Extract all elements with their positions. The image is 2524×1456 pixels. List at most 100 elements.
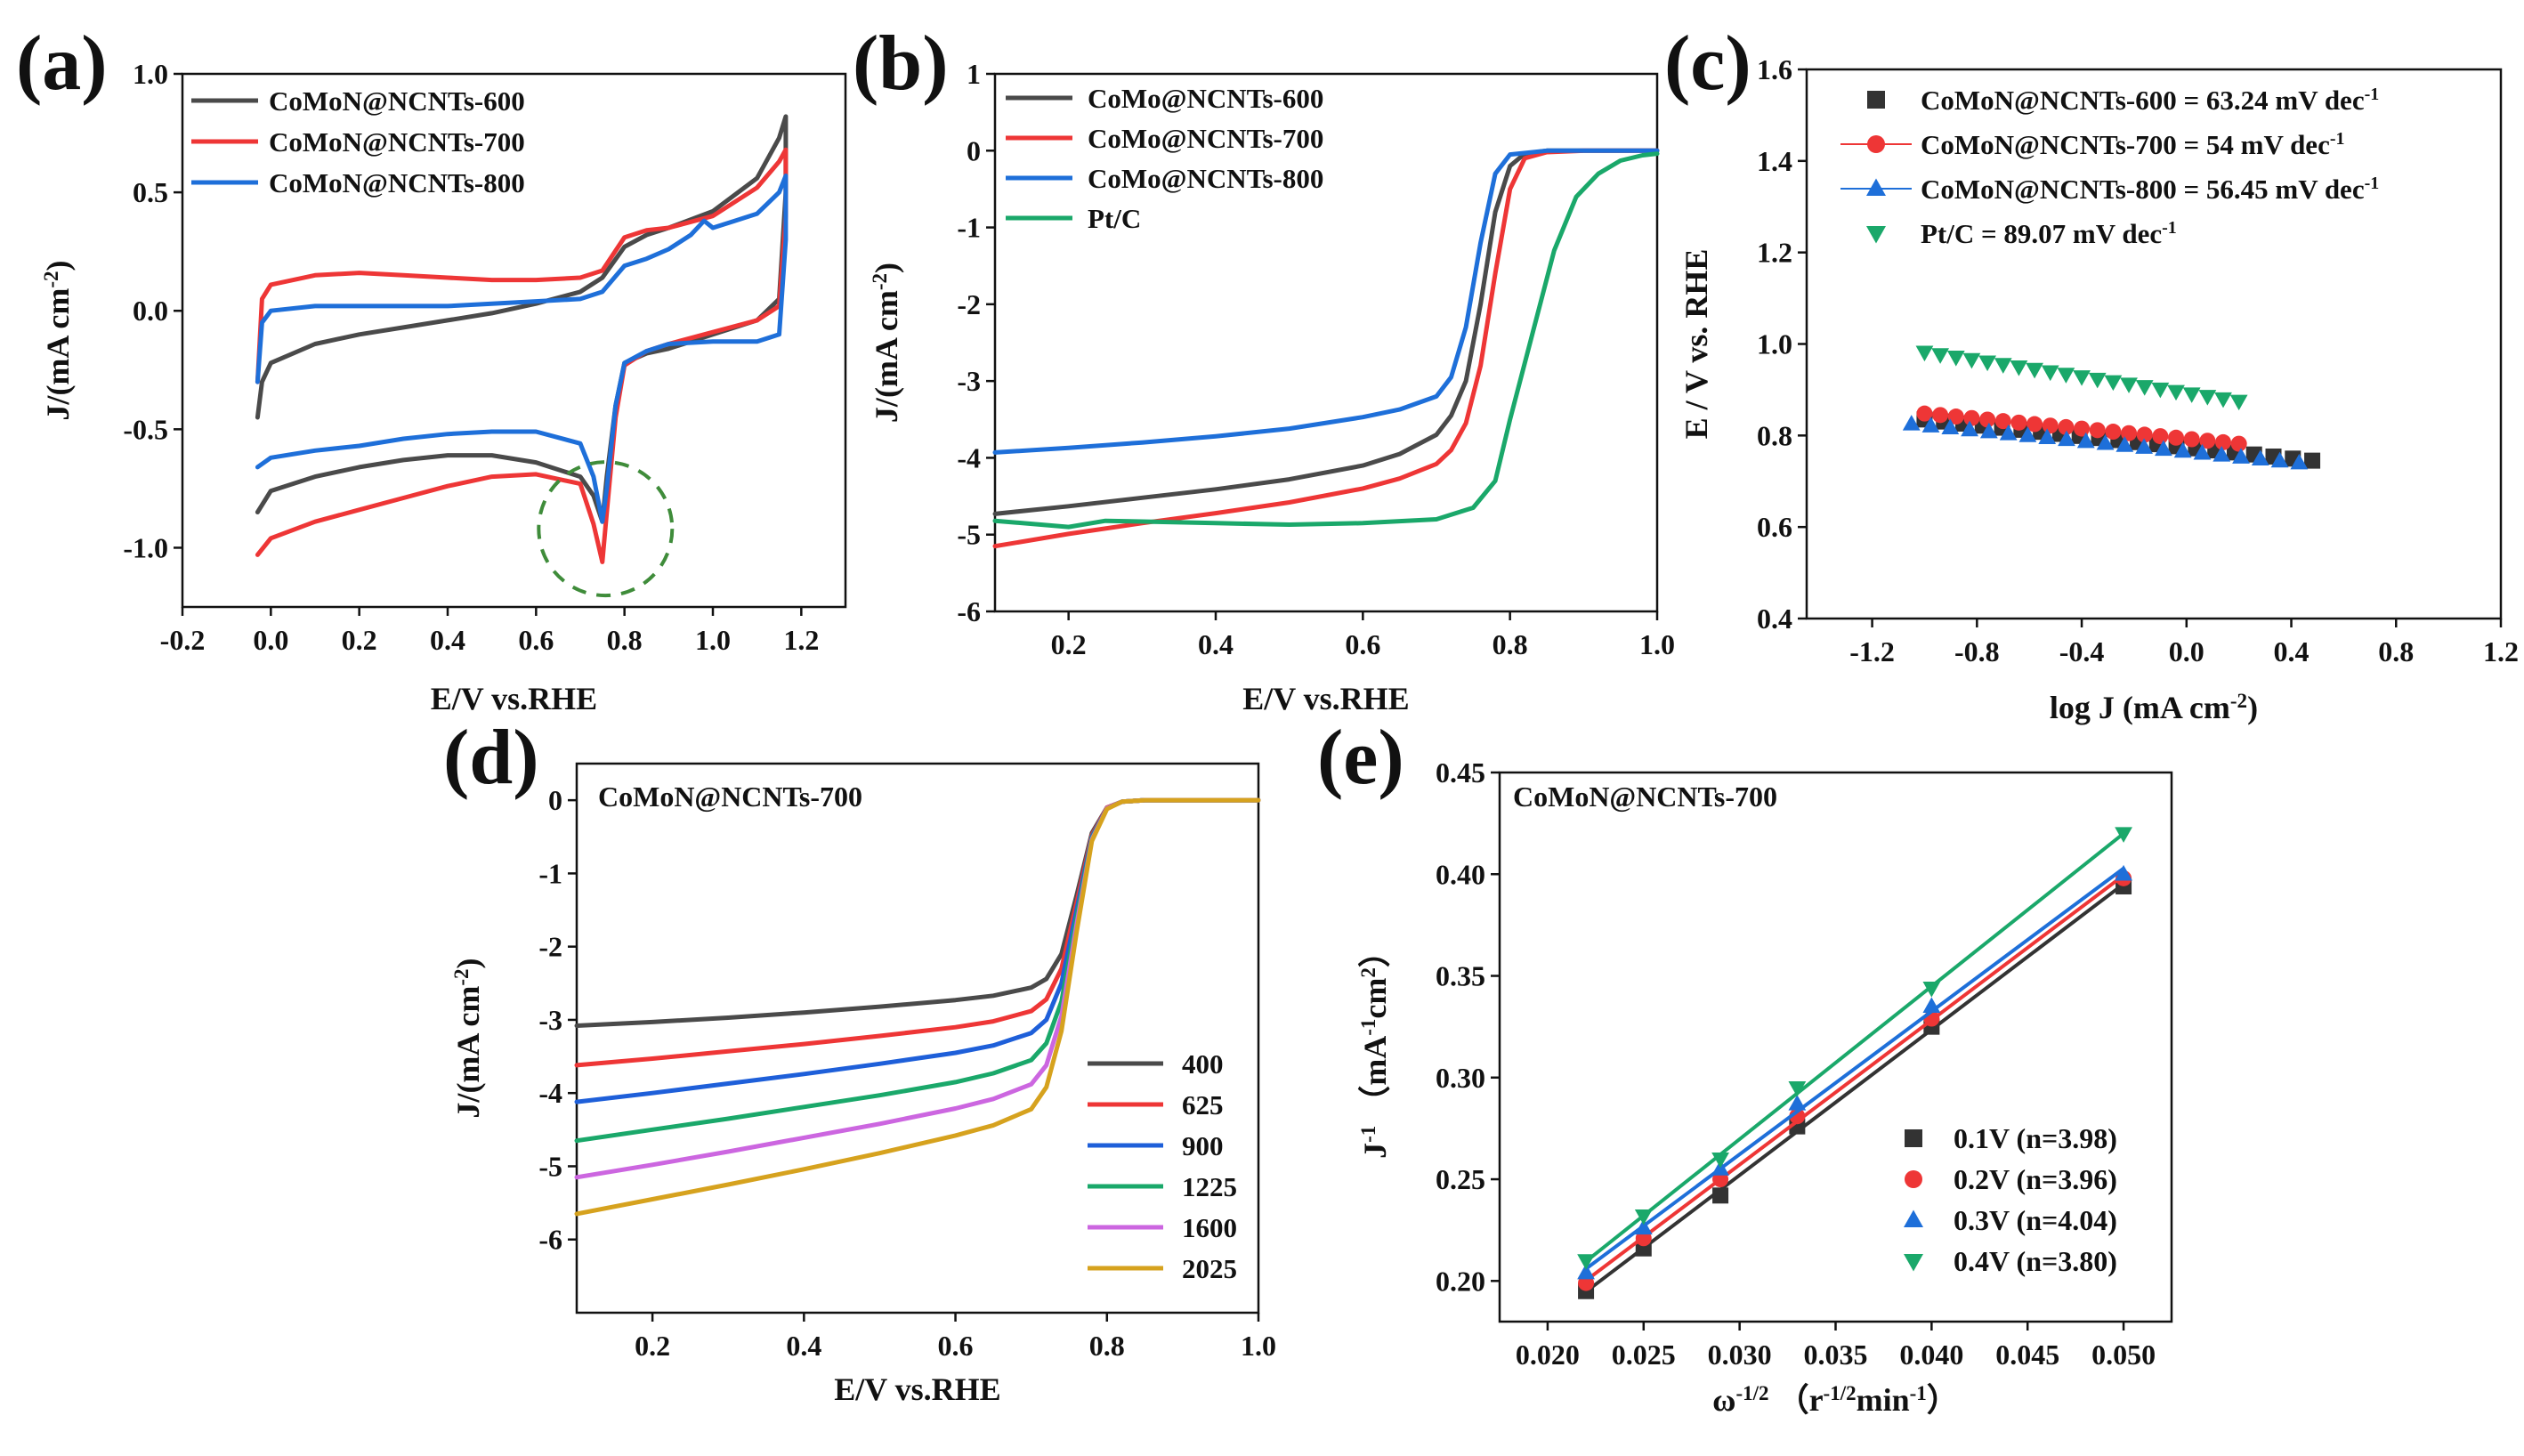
fit-line: [1584, 867, 2125, 1271]
superscript: -2: [40, 271, 62, 287]
data-point: [1902, 415, 1921, 431]
text-run: ): [2247, 690, 2258, 725]
data-point: [1999, 425, 2018, 441]
x-tick-label: 1.0: [695, 624, 731, 656]
annotation-dashed-circle: [537, 460, 675, 598]
panel-a-chart: -0.2 0.0 0.2 0.4 0.6 0.8 1.0 1.2 -1.0 -0.5 0.0 0.5 1…: [16, 20, 847, 716]
data-point: [2215, 433, 2231, 450]
y-tick-label: -6: [538, 1224, 562, 1256]
legend-label: CoMoN@NCNTs-800 = 56.45 mV dec-1: [1921, 174, 2379, 205]
data-point: [2199, 433, 2216, 449]
panel-subtitle: CoMoN@NCNTs-700: [1513, 781, 1777, 813]
data-point: [2136, 426, 2153, 443]
data-point: [2232, 448, 2250, 464]
data-point: [1941, 418, 1960, 435]
y-tick-label: 0.6: [1757, 511, 1792, 543]
legend-label: Pt/C: [1088, 203, 1141, 234]
data-point: [2089, 422, 2106, 439]
y-axis-label: J-1 （mA-1cm2）: [1357, 935, 1394, 1159]
text-run: ω: [1712, 1382, 1735, 1418]
superscript: -1/2: [1824, 1382, 1857, 1404]
legend-marker: [1904, 1209, 1923, 1227]
panel-label: (b): [853, 20, 949, 107]
legend-marker: [1867, 135, 1885, 153]
data-point: [1979, 411, 1996, 428]
data-point: [2115, 827, 2132, 843]
superscript: -1: [1357, 1019, 1379, 1036]
superscript: -1: [2330, 129, 2345, 149]
data-point: [2104, 375, 2123, 392]
legend-label: CoMoN@NCNTs-700 = 54 mV dec-1: [1921, 129, 2345, 160]
x-tick-label: 0.4: [2274, 635, 2310, 667]
y-axis-label: J/(mA cm-2): [450, 958, 487, 1118]
legend-label: 1225: [1182, 1171, 1237, 1202]
x-tick-label: 1.0: [1241, 1330, 1276, 1362]
y-tick-label: 0.4: [1757, 603, 1792, 635]
fit-line: [1584, 882, 2125, 1293]
y-tick-label: -3: [957, 365, 981, 397]
superscript: -2: [2230, 690, 2247, 712]
data-point: [2173, 441, 2192, 458]
data-point: [2096, 433, 2115, 450]
y-tick-label: -4: [957, 441, 981, 473]
data-point: [2120, 377, 2138, 393]
data-point: [2135, 380, 2154, 396]
x-tick-label: 0.030: [1708, 1339, 1772, 1371]
x-axis-label: E/V vs.RHE: [1242, 681, 1409, 716]
text-run: CoMoN@NCNTs-700 = 54 mV dec: [1921, 129, 2330, 160]
x-tick-label: 0.045: [1995, 1339, 2059, 1371]
y-tick-label: 0.0: [133, 295, 168, 327]
legend-label: 900: [1182, 1130, 1224, 1161]
data-point: [2057, 368, 2075, 384]
y-tick-label: 1.0: [1757, 328, 1792, 360]
x-tick-label: 1.2: [783, 624, 819, 656]
data-point: [2154, 440, 2172, 457]
panel-label: (e): [1317, 715, 1404, 801]
panel-label: (a): [16, 20, 108, 107]
x-tick-label: 0.020: [1516, 1339, 1580, 1371]
data-point: [1711, 1152, 1729, 1169]
data-point: [1994, 413, 2011, 430]
data-point: [1915, 345, 1934, 362]
y-tick-label: -1: [957, 212, 981, 244]
superscript: -1: [2365, 85, 2380, 104]
series-line: [574, 797, 1261, 1028]
plot-frame: [993, 72, 1659, 613]
panel-e-chart: 0.020 0.025 0.030 0.035 0.040 0.045 0.050 0.20 0…: [1317, 715, 2173, 1418]
data-point: [1978, 355, 1996, 372]
x-tick-label: 0.0: [2169, 635, 2204, 667]
fit-line: [1584, 832, 2125, 1263]
data-point: [2041, 365, 2059, 382]
data-point: [1634, 1218, 1653, 1235]
legend-label: CoMoN@NCNTs-600: [269, 85, 525, 117]
x-tick-label: 0.6: [1345, 628, 1380, 660]
data-point: [2151, 382, 2170, 399]
data-point: [1922, 997, 1941, 1013]
x-tick-label: 0.050: [2091, 1339, 2156, 1371]
x-tick-label: 0.4: [430, 624, 465, 656]
data-point: [1788, 1081, 1807, 1097]
x-tick-label: -0.4: [2059, 635, 2105, 667]
series-line: [992, 148, 1660, 549]
data-point: [2182, 387, 2201, 403]
data-point: [2026, 416, 2043, 433]
superscript: -2: [869, 273, 891, 290]
x-tick-label: -0.8: [1954, 635, 2000, 667]
x-tick-label: 0.4: [786, 1330, 821, 1362]
x-tick-label: 0.0: [253, 624, 288, 656]
y-tick-label: 0.20: [1436, 1265, 1485, 1297]
legend-label: 400: [1182, 1048, 1224, 1080]
data-point: [1932, 407, 1949, 424]
y-tick-label: -1: [538, 857, 562, 889]
y-tick-label: 0.5: [133, 176, 168, 208]
y-tick-label: -3: [538, 1004, 562, 1036]
data-point: [2290, 453, 2309, 470]
data-point: [1994, 358, 2012, 374]
x-tick-label: -0.2: [160, 624, 206, 656]
data-point: [2168, 429, 2185, 446]
data-point: [1634, 1209, 1653, 1225]
y-tick-label: 0.8: [1757, 419, 1792, 451]
x-tick-label: 0.4: [1198, 628, 1234, 660]
y-tick-label: -0.5: [123, 413, 168, 445]
data-point: [1922, 982, 1941, 998]
